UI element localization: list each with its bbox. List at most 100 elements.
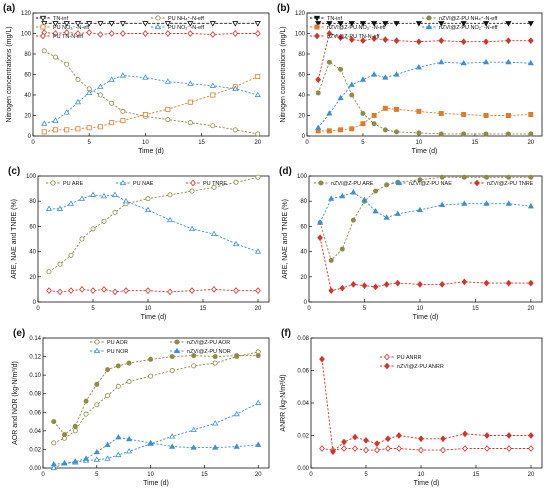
- x-tick-label: 10: [147, 472, 154, 478]
- legend-label: nZVI@Z-PU NO₃⁻-N-eff: [327, 25, 386, 31]
- data-point: [41, 48, 47, 54]
- legend-label: PU TN-N-eff: [53, 34, 84, 40]
- y-tick-label: 0: [304, 300, 308, 306]
- data-point: [210, 92, 216, 98]
- data-point: [371, 35, 377, 42]
- legend-entry: nZVI@Z-PU ANRR: [380, 362, 444, 370]
- data-point: [41, 21, 48, 27]
- data-point: [460, 59, 467, 66]
- data-point: [484, 174, 490, 180]
- x-tick-label: 10: [145, 306, 152, 312]
- data-point: [527, 59, 534, 66]
- panel-label: (a): [3, 3, 15, 14]
- legend-entry: nZVI@Z-PU NAE: [392, 179, 452, 187]
- data-point: [119, 72, 127, 78]
- data-point: [108, 30, 115, 37]
- legend-marker: [190, 179, 196, 187]
- data-point: [374, 440, 380, 447]
- data-point: [120, 118, 126, 124]
- data-point: [74, 98, 82, 105]
- legend-entry: nZVI@Z-PU TNRE: [470, 179, 534, 187]
- y-tick-label: 0.04: [297, 401, 309, 407]
- x-axis-label: Time (d): [413, 314, 439, 321]
- data-point: [372, 207, 379, 214]
- data-point: [371, 113, 377, 119]
- data-point: [165, 30, 171, 37]
- y-tick-label: 20: [24, 114, 31, 120]
- data-point: [341, 445, 347, 452]
- data-point: [75, 77, 81, 83]
- data-point: [438, 110, 444, 116]
- legend-label: TN-inf: [327, 16, 342, 22]
- y-tick-label: 40: [29, 250, 36, 256]
- data-point: [111, 191, 119, 197]
- data-point: [417, 177, 423, 183]
- data-point: [416, 108, 422, 114]
- x-tick-label: 15: [472, 306, 479, 312]
- legend-marker: [318, 180, 324, 186]
- series-line: [44, 75, 258, 125]
- data-point: [382, 36, 389, 43]
- data-point: [359, 21, 367, 27]
- data-point: [382, 74, 389, 80]
- data-point: [326, 110, 333, 116]
- data-point: [233, 410, 240, 417]
- legend-entry: TN-inf: [310, 15, 342, 22]
- data-point: [209, 21, 216, 27]
- series-1: [315, 21, 534, 27]
- y-tick-label: 80: [298, 52, 305, 58]
- data-point: [145, 196, 151, 202]
- data-point: [233, 443, 240, 449]
- y-tick-label: 80: [29, 199, 36, 205]
- y-tick-label: 20: [300, 275, 307, 281]
- y-tick-label: 20: [298, 114, 305, 120]
- legend-label: PU NOR: [107, 349, 128, 355]
- data-point: [105, 367, 111, 373]
- data-point: [396, 432, 402, 439]
- data-point: [74, 21, 82, 27]
- data-point: [119, 21, 127, 27]
- series-1: [319, 445, 534, 454]
- data-point: [461, 174, 467, 180]
- data-point: [393, 71, 400, 77]
- series-line: [53, 355, 259, 436]
- legend-label: TN-inf: [53, 16, 68, 22]
- x-tick-label: 20: [255, 306, 262, 312]
- data-point: [189, 287, 195, 295]
- data-point: [67, 200, 75, 206]
- data-point: [83, 411, 89, 417]
- legend-marker: [154, 23, 162, 30]
- data-point: [315, 21, 322, 27]
- legend-marker: [155, 15, 161, 21]
- data-point: [352, 433, 358, 441]
- data-point: [416, 206, 424, 213]
- y-tick-label: 0: [302, 134, 306, 140]
- data-point: [97, 31, 104, 38]
- legend-label: nZVI@Z-PU ARE: [331, 181, 374, 187]
- series-3: [317, 234, 534, 295]
- y-tick-label: 0: [28, 134, 32, 140]
- x-tick-label: 20: [255, 472, 262, 478]
- data-point: [126, 360, 132, 366]
- data-point: [169, 443, 176, 449]
- legend-entry: PU AOR: [90, 339, 128, 346]
- data-point: [212, 360, 218, 366]
- legend-marker: [314, 32, 320, 40]
- legend-label: PU NAE: [133, 181, 154, 187]
- panel-label: (c): [8, 166, 20, 177]
- data-point: [461, 111, 467, 117]
- data-point: [438, 131, 444, 137]
- data-point: [483, 113, 489, 119]
- chart-panel-1: (a) 0 5 10 15 20 0 20 40 60 80 100 120 Time (d) Nitrog…: [3, 3, 270, 155]
- data-point: [93, 448, 100, 455]
- legend-entry: nZVI@Z-PU NH₄⁺-N-eff: [422, 15, 498, 22]
- data-point: [209, 31, 216, 38]
- legend-marker: [474, 179, 480, 187]
- y-tick-label: 0.06: [297, 369, 309, 375]
- x-tick-label: 5: [363, 306, 367, 312]
- x-axis-label: Time (d): [143, 480, 169, 487]
- data-point: [164, 78, 171, 84]
- data-point: [438, 37, 445, 45]
- plot-frame: [42, 337, 270, 469]
- data-point: [210, 123, 216, 129]
